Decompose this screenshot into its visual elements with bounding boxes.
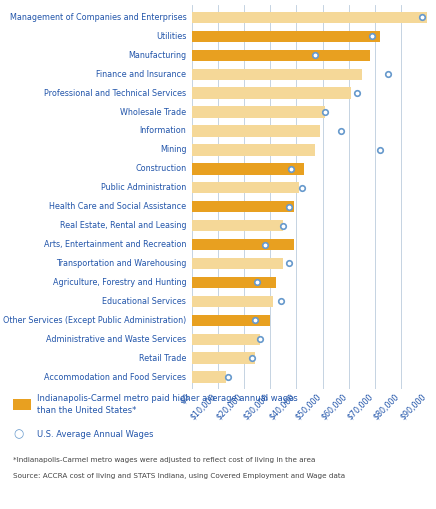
Bar: [192, 31, 380, 42]
Text: Arts, Entertainment and Recreation: Arts, Entertainment and Recreation: [44, 240, 186, 249]
Bar: [192, 144, 315, 156]
Bar: [192, 333, 260, 345]
Bar: [192, 372, 226, 383]
Text: Educational Services: Educational Services: [102, 297, 186, 306]
Text: Retail Trade: Retail Trade: [139, 354, 186, 362]
Text: Public Administration: Public Administration: [101, 183, 186, 192]
Text: Professional and Technical Services: Professional and Technical Services: [44, 89, 186, 98]
Text: Administrative and Waste Services: Administrative and Waste Services: [46, 335, 186, 344]
Bar: [192, 296, 273, 307]
Text: than the United States*: than the United States*: [37, 406, 136, 415]
Text: Wholesale Trade: Wholesale Trade: [120, 107, 186, 117]
Bar: [192, 88, 351, 99]
Text: Source: ACCRA cost of living and STATS Indiana, using Covered Employment and Wag: Source: ACCRA cost of living and STATS I…: [13, 473, 345, 479]
Bar: [192, 12, 427, 23]
Text: Manufacturing: Manufacturing: [128, 51, 186, 60]
Text: ○: ○: [13, 428, 24, 441]
Text: Transportation and Warehousing: Transportation and Warehousing: [56, 259, 186, 268]
Bar: [192, 220, 283, 231]
Bar: [192, 277, 276, 288]
Text: Information: Information: [140, 126, 186, 135]
Bar: [192, 163, 304, 175]
Bar: [192, 258, 283, 269]
Bar: [192, 239, 294, 250]
Text: Accommodation and Food Services: Accommodation and Food Services: [44, 373, 186, 382]
Bar: [192, 201, 294, 212]
Text: Real Estate, Rental and Leasing: Real Estate, Rental and Leasing: [60, 221, 186, 230]
Bar: [192, 49, 370, 61]
Text: Construction: Construction: [135, 164, 186, 174]
Text: Mining: Mining: [160, 146, 186, 154]
Bar: [192, 352, 255, 364]
Text: Other Services (Except Public Administration): Other Services (Except Public Administra…: [3, 316, 186, 325]
Text: *Indianapolis-Carmel metro wages were adjusted to reflect cost of living in the : *Indianapolis-Carmel metro wages were ad…: [13, 457, 316, 463]
Text: Utilities: Utilities: [156, 32, 186, 41]
Bar: [192, 315, 270, 326]
Bar: [192, 125, 320, 136]
Text: Management of Companies and Enterprises: Management of Companies and Enterprises: [10, 13, 186, 22]
Bar: [192, 182, 299, 193]
Text: Finance and Insurance: Finance and Insurance: [96, 70, 186, 79]
Bar: [192, 69, 362, 80]
Text: Agriculture, Forestry and Hunting: Agriculture, Forestry and Hunting: [53, 278, 186, 287]
Text: Indianapolis-Carmel metro paid higher average annual wages: Indianapolis-Carmel metro paid higher av…: [37, 393, 298, 403]
Text: Health Care and Social Assistance: Health Care and Social Assistance: [49, 202, 186, 211]
Bar: [192, 106, 325, 118]
Text: U.S. Average Annual Wages: U.S. Average Annual Wages: [37, 430, 153, 439]
